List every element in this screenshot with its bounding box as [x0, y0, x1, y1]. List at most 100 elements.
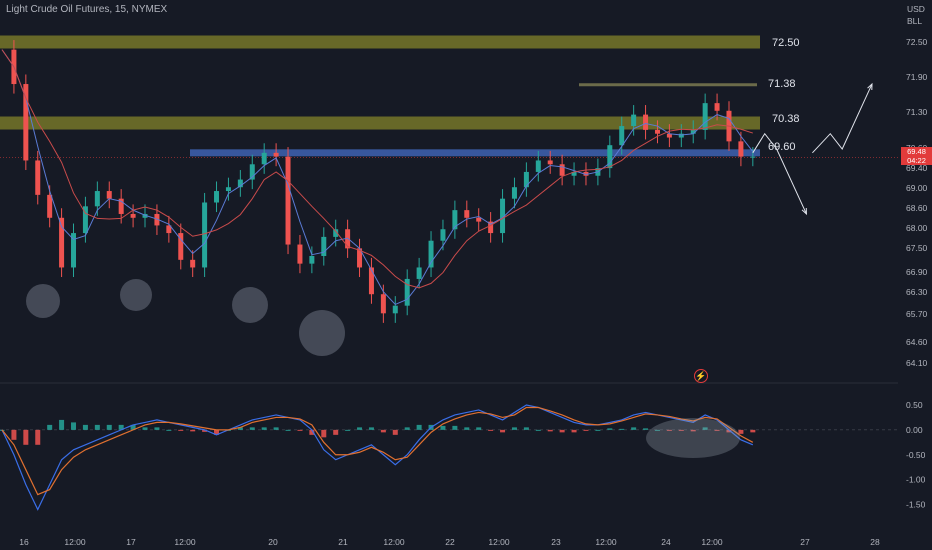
macd-histogram-bar [666, 429, 672, 431]
macd-histogram-bar [333, 429, 339, 435]
candle [368, 267, 374, 295]
macd-histogram-bar [404, 427, 410, 430]
macd-histogram-bar [154, 427, 160, 430]
time-tick-label: 12:00 [174, 537, 196, 547]
macd-histogram-bar [59, 419, 65, 430]
macd-histogram-bar [607, 428, 613, 430]
candle [738, 141, 744, 157]
candle [225, 187, 231, 192]
candle [476, 217, 482, 222]
candle [130, 213, 136, 218]
candle [392, 305, 398, 314]
candle [404, 278, 410, 306]
price-tick-label: 69.40 [906, 163, 928, 173]
macd-histogram-bar [285, 429, 291, 431]
chart-title: Light Crude Oil Futures, 15, NYMEX [6, 4, 168, 15]
macd-histogram-bar [511, 427, 517, 430]
macd-histogram-bar [476, 427, 482, 430]
candle [321, 236, 327, 256]
time-tick-label: 12:00 [595, 537, 617, 547]
candle [190, 259, 196, 268]
price-tick-label: 71.30 [906, 107, 928, 117]
candle [440, 229, 446, 241]
macd-histogram-bar [11, 429, 17, 440]
candle [297, 244, 303, 264]
macd-histogram-bar [631, 427, 637, 430]
candle [690, 129, 696, 134]
last-price-tag: 69.48 04:22 [901, 147, 932, 165]
macd-histogram-bar [94, 424, 100, 430]
price-tick-label: 68.00 [906, 223, 928, 233]
macd-histogram-bar [321, 429, 327, 438]
macd-histogram-bar [237, 427, 243, 430]
level-label-71-38: 71.38 [768, 78, 796, 90]
projection-arrowhead [801, 207, 807, 216]
candle [106, 191, 112, 199]
macd-histogram-bar [130, 424, 136, 430]
candle [547, 160, 553, 165]
macd-histogram-bar [142, 427, 148, 430]
candle [285, 156, 291, 245]
macd-histogram-bar [35, 429, 41, 445]
candle [273, 152, 279, 157]
macd-tick-label: 0.50 [906, 400, 923, 410]
macd-histogram-bar [678, 429, 684, 431]
projection-arrow [812, 83, 873, 154]
price-tick-label: 72.50 [906, 37, 928, 47]
time-tick-label: 12:00 [488, 537, 510, 547]
macd-histogram-bar [106, 424, 112, 430]
macd-histogram-bar [440, 425, 446, 430]
candle [678, 133, 684, 138]
macd-histogram-bar [82, 424, 88, 430]
time-tick-label: 16 [19, 537, 29, 547]
time-tick-label: 23 [551, 537, 561, 547]
level-zone [0, 116, 760, 130]
time-tick-label: 24 [661, 537, 671, 547]
macd-histogram-bar [273, 427, 279, 430]
time-tick-label: 28 [870, 537, 880, 547]
ma-slow-line [1, 49, 753, 289]
candle [619, 126, 625, 146]
macd-histogram-bar [368, 427, 374, 430]
candle [511, 187, 517, 199]
candle [702, 103, 708, 130]
level-zone [190, 149, 760, 157]
candle [535, 160, 541, 172]
candle [583, 171, 589, 176]
macd-histogram-bar [297, 429, 303, 431]
macd-histogram-bar [738, 429, 744, 434]
macd-histogram-bar [464, 427, 470, 430]
macd-highlight-ellipse [646, 418, 740, 458]
price-tick-label: 71.90 [906, 72, 928, 82]
macd-histogram-bar [500, 429, 506, 433]
time-tick-label: 20 [268, 537, 278, 547]
macd-histogram-bar [619, 428, 625, 430]
candle [35, 160, 41, 195]
candle [666, 133, 672, 138]
macd-histogram-bar [380, 429, 386, 433]
macd-histogram-bar [178, 429, 184, 431]
candle [142, 213, 148, 218]
candle [261, 152, 267, 165]
macd-histogram-bar [654, 429, 660, 431]
time-tick-label: 12:00 [64, 537, 86, 547]
macd-tick-label: -1.50 [906, 500, 926, 510]
candle [202, 202, 208, 268]
candle [428, 240, 434, 268]
lightning-icon[interactable]: ⚡ [694, 369, 708, 383]
price-tick-label: 68.60 [906, 203, 928, 213]
macd-histogram-bar [523, 427, 529, 430]
candle [59, 217, 65, 268]
macd-histogram-bar [47, 424, 53, 430]
candle [118, 198, 124, 214]
macd-histogram-bar [535, 429, 541, 431]
macd-histogram-bar [309, 429, 315, 435]
macd-tick-label: -0.50 [906, 450, 926, 460]
candle [488, 221, 494, 234]
price-tick-label: 64.60 [906, 337, 928, 347]
projection-arrowhead [867, 82, 873, 91]
macd-tick-label: -1.00 [906, 475, 926, 485]
macd-histogram-bar [750, 429, 756, 433]
time-tick-label: 22 [445, 537, 455, 547]
